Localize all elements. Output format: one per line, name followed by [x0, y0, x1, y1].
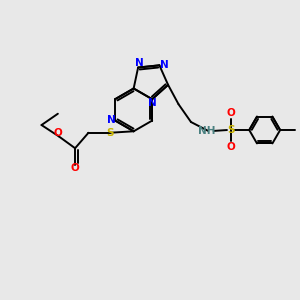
Text: NH: NH — [198, 126, 215, 136]
Text: N: N — [148, 98, 157, 108]
Text: S: S — [227, 125, 234, 135]
Text: O: O — [226, 142, 235, 152]
Text: N: N — [160, 60, 169, 70]
Text: O: O — [54, 128, 62, 138]
Text: S: S — [106, 128, 114, 138]
Text: O: O — [71, 163, 80, 173]
Text: N: N — [135, 58, 144, 68]
Text: O: O — [226, 108, 235, 118]
Text: N: N — [107, 115, 116, 125]
